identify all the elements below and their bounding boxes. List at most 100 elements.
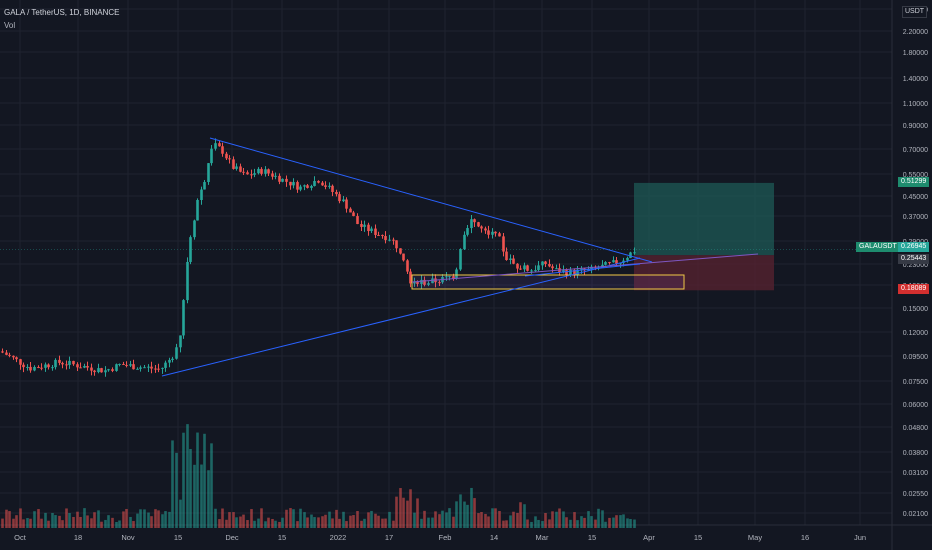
candle-body: [246, 172, 249, 175]
candle-body: [310, 186, 313, 188]
candle-body: [551, 266, 554, 269]
volume-bar: [526, 519, 529, 528]
price-axis-label: 2.20000: [903, 29, 928, 36]
candle-body: [360, 224, 363, 227]
volume-bar: [179, 499, 182, 528]
volume-bar: [597, 508, 600, 528]
volume-bar: [61, 520, 64, 528]
volume-bar: [19, 508, 22, 528]
volume-bar: [328, 511, 331, 528]
volume-bar: [438, 514, 441, 528]
target-zone: [634, 182, 774, 256]
volume-bar: [143, 509, 146, 528]
candle-body: [349, 208, 352, 213]
volume-bar: [281, 517, 284, 528]
stop-price-tag: 0.18089: [898, 284, 930, 294]
volume-bar: [619, 515, 622, 528]
candle-body: [328, 185, 331, 187]
volume-bar: [264, 521, 267, 528]
volume-bar: [445, 512, 448, 528]
time-axis-label: 15: [694, 533, 702, 542]
candle-body: [416, 282, 419, 284]
volume-bar: [402, 497, 405, 528]
volume-bar: [189, 449, 192, 528]
volume-bar: [100, 521, 103, 528]
volume-bar: [356, 510, 359, 528]
volume-bar: [97, 510, 100, 528]
candle-body: [200, 189, 203, 201]
candle-body: [154, 368, 157, 370]
candle-body: [619, 262, 622, 264]
candle-body: [65, 364, 68, 366]
volume-bar: [395, 496, 398, 528]
candle-body: [420, 279, 423, 284]
volume-bar: [90, 518, 93, 528]
candle-body: [509, 258, 512, 261]
time-axis-label: May: [748, 533, 762, 542]
volume-bar: [310, 514, 313, 528]
volume-bar: [40, 518, 43, 528]
candle-body: [97, 368, 100, 373]
candle-body: [150, 366, 153, 369]
candle-body: [44, 364, 47, 368]
volume-bar: [235, 517, 238, 528]
volume-bar: [416, 498, 419, 528]
volume-bar: [186, 424, 189, 528]
price-axis-label: 1.80000: [903, 50, 928, 57]
time-axis-label: 16: [801, 533, 809, 542]
volume-indicator-label[interactable]: Vol: [4, 21, 16, 30]
candle-body: [363, 224, 366, 227]
volume-bar: [285, 509, 288, 528]
volume-bar: [193, 464, 196, 528]
volume-bar: [242, 514, 245, 528]
candle-body: [235, 166, 238, 169]
price-axis-label: 0.12000: [903, 330, 928, 337]
volume-bar: [502, 520, 505, 528]
volume-bar: [228, 512, 231, 528]
candle-body: [239, 166, 242, 172]
volume-bar: [54, 515, 57, 528]
volume-bar: [129, 516, 132, 528]
volume-bar: [83, 508, 86, 528]
volume-bar: [349, 515, 352, 528]
candle-body: [79, 367, 82, 369]
volume-bar: [377, 515, 380, 528]
candle-body: [438, 282, 441, 284]
volume-bar: [427, 517, 430, 528]
candle-body: [5, 352, 8, 355]
time-axis-label: Feb: [439, 533, 452, 542]
candle-body: [335, 191, 338, 195]
volume-bar: [594, 519, 597, 528]
candle-body: [58, 359, 61, 363]
symbol-title[interactable]: GALA / TetherUS, 1D, BINANCE: [4, 8, 120, 17]
price-axis-label: 0.23000: [903, 262, 928, 269]
volume-bar: [363, 518, 366, 528]
candle-body: [544, 261, 547, 265]
candles: [1, 138, 636, 377]
volume-bar: [338, 518, 341, 528]
time-axis-label: Jun: [854, 533, 866, 542]
volume-bar: [448, 508, 451, 528]
volume-bar: [175, 452, 178, 528]
candle-body: [100, 368, 103, 373]
candle-body: [317, 180, 320, 183]
volume-bar: [79, 516, 82, 528]
candle-body: [608, 262, 611, 264]
candle-body: [455, 269, 458, 279]
price-axis-label: 0.55000: [903, 172, 928, 179]
volume-bar: [203, 433, 206, 528]
grid-lines: [0, 0, 892, 525]
volume-bar: [615, 515, 618, 528]
price-axis-label: 0.90000: [903, 123, 928, 130]
currency-badge[interactable]: USDT: [902, 6, 928, 18]
volume-bar: [317, 517, 320, 528]
candle-body: [477, 222, 480, 227]
time-axis-label: 2022: [330, 533, 347, 542]
candle-body: [218, 143, 221, 147]
descending-trendline: [209, 137, 653, 263]
time-axis-label: 17: [385, 533, 393, 542]
candle-body: [324, 185, 327, 187]
candle-body: [466, 228, 469, 235]
